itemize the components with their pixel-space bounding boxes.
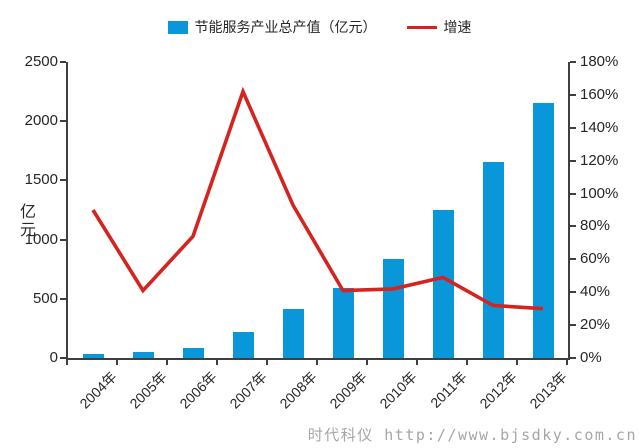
x-tick [466, 360, 468, 365]
bar-2006年 [182, 348, 204, 358]
bottom-axis-line [66, 358, 570, 360]
left-tick-label: 2000 [24, 112, 58, 130]
right-tick [570, 126, 576, 129]
left-tick [60, 357, 66, 359]
right-tick-label: 120% [580, 151, 619, 169]
bar-2012年 [482, 162, 504, 358]
plot-area [68, 62, 568, 358]
left-tick [60, 238, 66, 241]
right-tick-label: 160% [580, 85, 619, 103]
legend: 节能服务产业总产值（亿元） 增速 [0, 17, 639, 37]
left-tick-label: 1500 [24, 171, 58, 189]
right-tick-label: 0% [580, 349, 602, 366]
left-axis-line [66, 62, 68, 360]
right-tick [570, 61, 576, 63]
x-tick [416, 360, 418, 365]
legend-line-label: 增速 [443, 19, 472, 35]
right-tick-label: 180% [580, 53, 619, 70]
x-tick [116, 360, 118, 365]
right-axis-line [568, 62, 570, 360]
growth-line-layer [91, 86, 544, 311]
right-tick-label: 60% [580, 250, 611, 268]
growth-line [91, 86, 544, 311]
right-tick [570, 159, 576, 162]
x-tick [516, 360, 518, 365]
x-tick [266, 360, 268, 365]
right-tick [570, 258, 576, 261]
right-tick-label: 40% [580, 283, 611, 301]
right-tick-label: 100% [580, 184, 619, 202]
right-tick [570, 291, 576, 294]
left-tick [60, 61, 66, 63]
legend-item-growth-rate: 增速 [406, 17, 472, 37]
legend-item-output-value: 节能服务产业总产值（亿元） [167, 17, 377, 37]
x-tick [66, 360, 68, 365]
bar-2013年 [532, 102, 554, 358]
right-tick [570, 225, 576, 228]
left-tick-label: 0 [49, 349, 58, 366]
bar-2007年 [232, 332, 254, 358]
right-tick-label: 140% [580, 118, 619, 136]
left-tick [60, 297, 66, 300]
right-tick-label: 80% [580, 217, 611, 235]
legend-line-marker-icon [406, 25, 437, 29]
left-tick-label: 2500 [24, 53, 58, 70]
bar-2011年 [432, 209, 454, 358]
legend-bar-label: 节能服务产业总产值（亿元） [194, 19, 377, 35]
legend-bar-swatch-icon [167, 20, 188, 34]
right-tick [570, 357, 576, 359]
x-tick [316, 360, 318, 365]
bar-2008年 [282, 308, 304, 358]
right-tick-label: 20% [580, 316, 611, 334]
right-tick [570, 192, 576, 195]
x-tick [566, 360, 568, 365]
x-tick [166, 360, 168, 365]
left-axis-title: 亿元 [17, 203, 34, 239]
bar-2004年 [82, 354, 104, 358]
right-tick [570, 324, 576, 327]
x-tick [216, 360, 218, 365]
right-tick [570, 93, 576, 96]
left-tick [60, 179, 66, 182]
watermark: 时代科仪 http://www.bjsdky.com.cn [307, 426, 637, 444]
left-tick-label: 1000 [24, 230, 58, 248]
left-tick-label: 500 [32, 289, 58, 307]
left-tick [60, 120, 66, 123]
bar-2010年 [382, 258, 404, 358]
bar-2005年 [132, 352, 154, 358]
x-tick [366, 360, 368, 365]
bar-2009年 [332, 288, 354, 358]
